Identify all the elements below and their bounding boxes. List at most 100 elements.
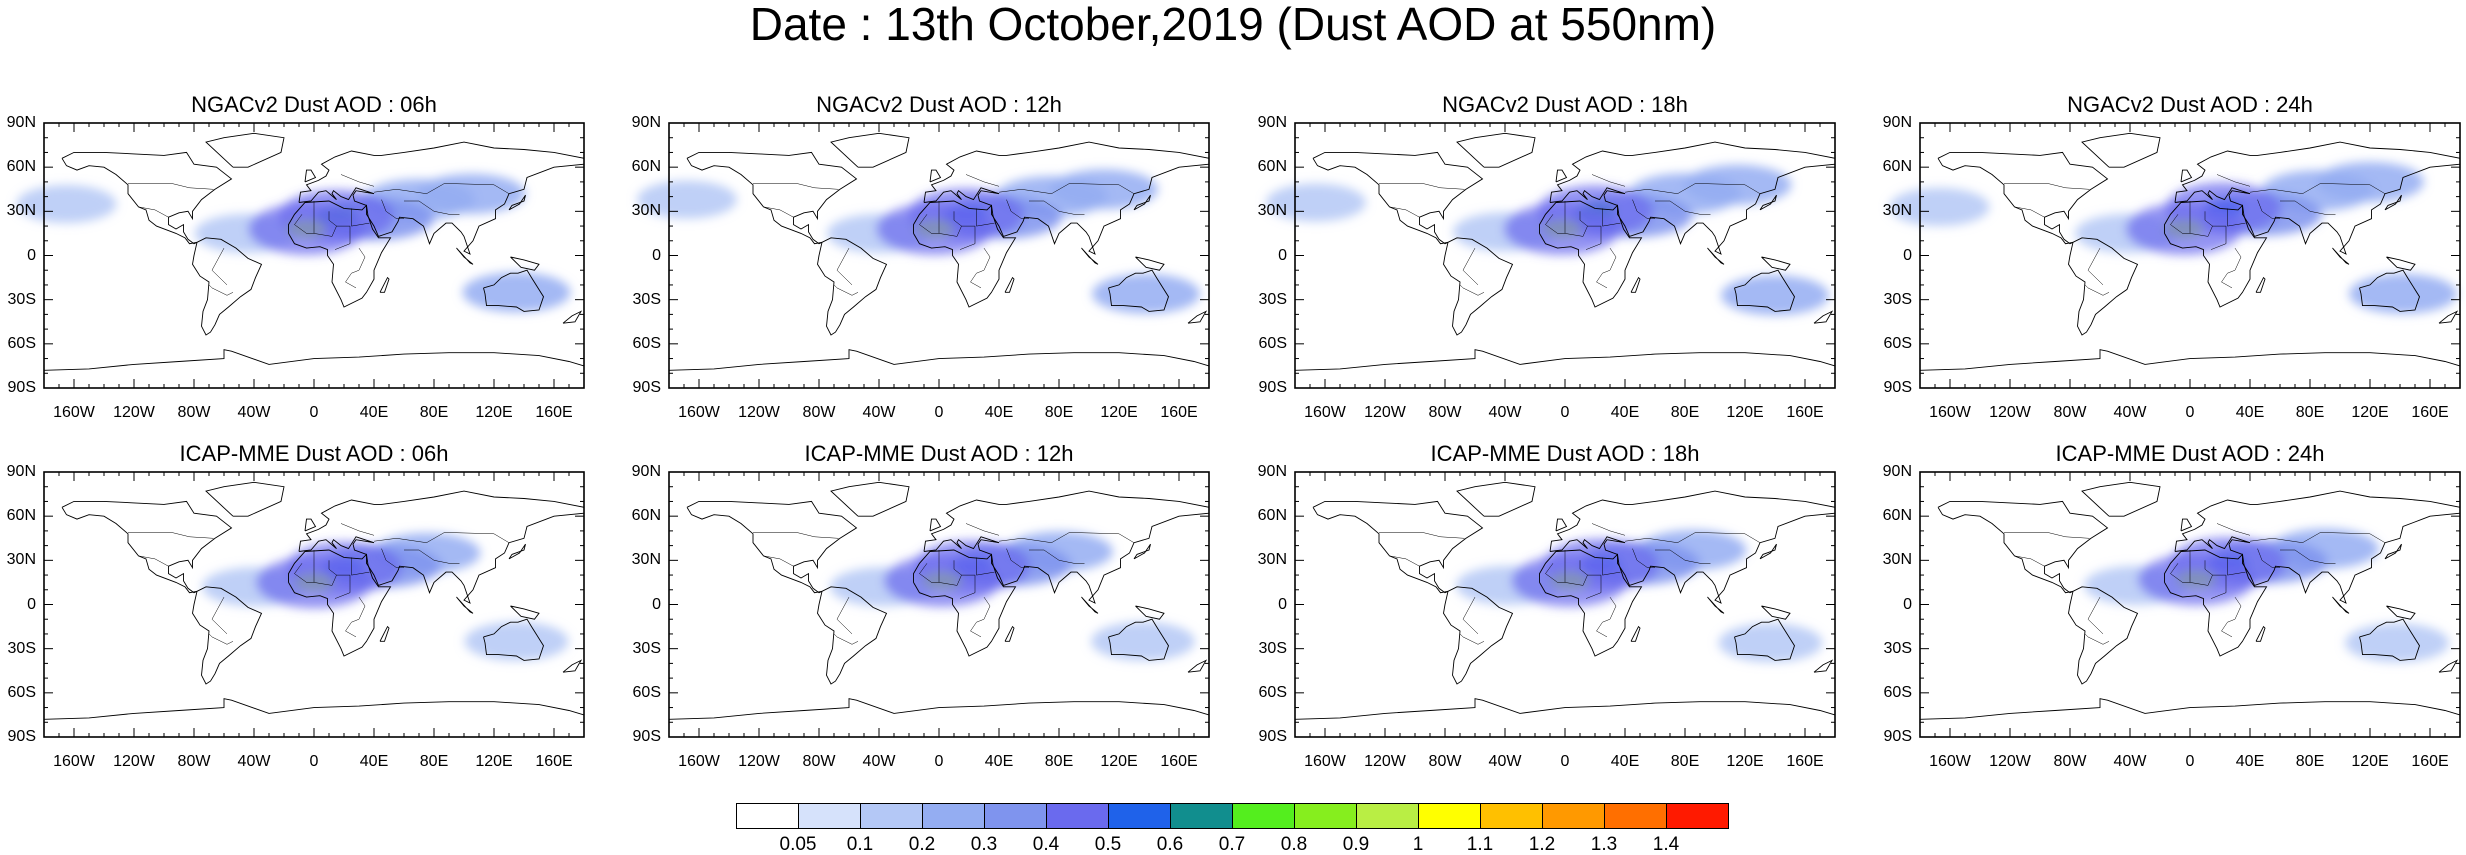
x-tick-label: 160W (53, 753, 95, 770)
coastline (1456, 481, 1536, 517)
aod-field (16, 173, 571, 313)
x-tick-label: 40E (359, 753, 389, 770)
colorbar-swatch (1666, 803, 1729, 829)
country-border (2216, 174, 2251, 187)
country-border (208, 633, 234, 645)
coastline (668, 698, 1210, 720)
coastline (2081, 481, 2161, 517)
x-tick-label: 160E (535, 753, 573, 770)
country-border (2084, 284, 2110, 296)
coastline (508, 194, 526, 211)
y-tick-label: 90N (6, 463, 36, 480)
colorbar-swatch (1108, 803, 1171, 829)
y-tick-label: 90N (1882, 463, 1912, 480)
colorbar-label: 1 (1412, 834, 1424, 855)
country-border (965, 523, 1000, 536)
coastline (817, 237, 888, 336)
country-border (1462, 247, 1479, 286)
country-border (1602, 208, 1621, 227)
coastline (929, 518, 942, 532)
country-border (373, 183, 510, 194)
coastline (1456, 132, 1536, 168)
aod-plume (1721, 275, 1829, 316)
country-border (1632, 548, 1655, 568)
y-tick-label: 30S (7, 639, 36, 657)
country-border (1591, 523, 1626, 536)
country-border (1591, 174, 1626, 187)
x-tick-label: 40W (2113, 404, 2147, 421)
x-tick-label: 120E (2351, 404, 2389, 421)
y-tick-label: 90N (1882, 114, 1912, 131)
x-tick-label: 40E (359, 404, 389, 421)
country-border (953, 560, 962, 576)
country-border (2257, 548, 2280, 568)
y-tick-label: 60S (1883, 334, 1912, 352)
y-tick-label: 90S (632, 379, 661, 396)
aod-plume (1718, 623, 1823, 663)
colorbar-label: 0.7 (1218, 834, 1246, 855)
panel-title: ICAP-MME Dust AOD : 24h (2055, 441, 2325, 466)
country-border (1462, 596, 1479, 635)
country-border (1389, 555, 1420, 567)
y-tick-label: 90N (1257, 114, 1287, 131)
colorbar-swatch (1418, 803, 1481, 829)
country-border (328, 211, 337, 227)
aod-plume (637, 180, 737, 219)
coastline (1312, 151, 1484, 245)
y-tick-label: 0 (27, 246, 36, 264)
aod-plume (464, 621, 569, 661)
country-border (2227, 208, 2246, 227)
country-border (976, 557, 995, 576)
country-border (340, 523, 375, 536)
coastline (1630, 276, 1641, 293)
coastline (1133, 194, 1151, 211)
panel-title: NGACv2 Dust AOD : 06h (191, 92, 437, 117)
y-tick-label: 90N (6, 114, 36, 131)
coastline (1813, 310, 1834, 324)
coastline (2255, 625, 2266, 642)
x-tick-label: 120W (113, 404, 155, 421)
coastline (1004, 625, 1015, 642)
coastline (1761, 605, 1791, 620)
coastline (923, 141, 1210, 255)
map-plot (1919, 471, 2461, 738)
coastline (1187, 310, 1208, 324)
colorbar-swatch (1356, 803, 1419, 829)
country-border (138, 206, 169, 218)
map-plot (43, 471, 585, 738)
y-tick-label: 90S (1883, 728, 1912, 745)
x-tick-label: 0 (934, 753, 944, 770)
coastline (1108, 269, 1169, 312)
x-tick-label: 40E (2235, 404, 2265, 421)
country-border (2280, 200, 2336, 215)
country-border (753, 532, 839, 539)
aod-field (1456, 530, 1823, 663)
y-tick-label: 30S (1883, 290, 1912, 308)
x-tick-label: 0 (934, 404, 944, 421)
coastline (1937, 500, 2109, 594)
coastline (830, 481, 910, 517)
y-tick-label: 30S (632, 290, 661, 308)
country-border (976, 208, 995, 227)
coastline (1555, 169, 1568, 183)
coastline (1813, 659, 1834, 673)
aod-plume (2349, 273, 2457, 314)
panel-title: NGACv2 Dust AOD : 24h (2067, 92, 2313, 117)
coastline (288, 549, 392, 657)
y-tick-label: 30N (1257, 551, 1287, 569)
x-tick-label: 40E (984, 753, 1014, 770)
coastline (508, 543, 526, 560)
coastline (192, 237, 263, 336)
aod-plume-halo (1511, 554, 1628, 607)
colorbar-label: 1.4 (1652, 834, 1680, 855)
x-tick-label: 80W (177, 753, 211, 770)
country-border (294, 214, 314, 234)
coastline (2068, 237, 2139, 336)
country-border (404, 549, 460, 564)
y-tick-label: 90S (632, 728, 661, 745)
x-tick-label: 80W (802, 753, 836, 770)
colorbar-swatch (798, 803, 861, 829)
y-tick-label: 0 (1278, 246, 1287, 264)
coastline (379, 276, 390, 293)
map-plot (637, 122, 1210, 389)
